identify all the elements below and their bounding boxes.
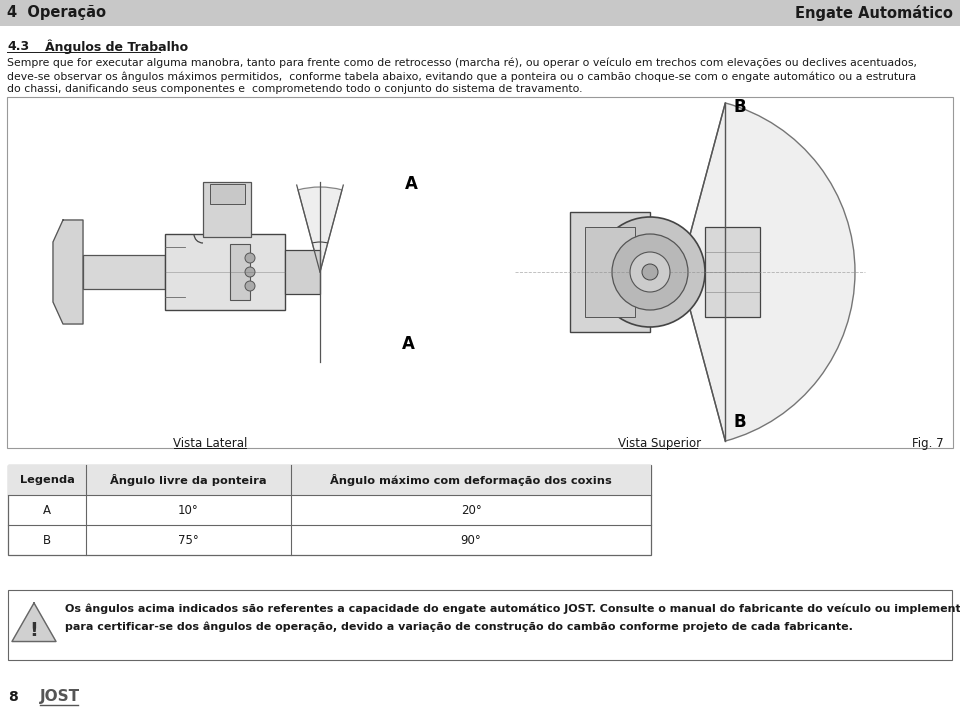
- Text: 10°: 10°: [179, 503, 199, 516]
- Text: JOST: JOST: [40, 689, 80, 704]
- Polygon shape: [53, 220, 83, 324]
- Text: Ângulo máximo com deformação dos coxins: Ângulo máximo com deformação dos coxins: [330, 474, 612, 486]
- Bar: [570, 212, 650, 332]
- Bar: [585, 227, 635, 317]
- Text: 75°: 75°: [179, 533, 199, 546]
- Text: do chassi, danificando seus componentes e  comprometendo todo o conjunto do sist: do chassi, danificando seus componentes …: [7, 84, 583, 94]
- Text: A: A: [402, 335, 415, 353]
- Text: Sempre que for executar alguma manobra, tanto para frente como de retrocesso (ma: Sempre que for executar alguma manobra, …: [7, 58, 917, 68]
- Circle shape: [612, 234, 688, 310]
- FancyBboxPatch shape: [7, 97, 953, 448]
- Circle shape: [595, 217, 705, 327]
- Bar: [8, 590, 952, 660]
- Wedge shape: [298, 187, 342, 272]
- Bar: [8, 465, 651, 495]
- Text: Vista Superior: Vista Superior: [618, 437, 702, 450]
- Text: B: B: [733, 98, 746, 116]
- Circle shape: [245, 253, 255, 263]
- Text: deve-se observar os ângulos máximos permitidos,  conforme tabela abaixo, evitand: deve-se observar os ângulos máximos perm…: [7, 71, 916, 81]
- Circle shape: [245, 281, 255, 291]
- Circle shape: [245, 267, 255, 277]
- Text: Legenda: Legenda: [19, 475, 75, 485]
- Bar: [285, 250, 320, 294]
- Text: 4  Operação: 4 Operação: [7, 6, 106, 21]
- Circle shape: [642, 264, 658, 280]
- Bar: [83, 255, 165, 289]
- Text: A: A: [405, 175, 418, 193]
- Text: A: A: [43, 503, 51, 516]
- Text: B: B: [733, 413, 746, 431]
- Text: Fig. 7: Fig. 7: [912, 437, 944, 450]
- Text: Ângulos de Trabalho: Ângulos de Trabalho: [45, 40, 188, 54]
- Bar: [165, 234, 285, 310]
- FancyBboxPatch shape: [0, 0, 960, 26]
- Text: Vista Lateral: Vista Lateral: [173, 437, 247, 450]
- Text: Engate Automático: Engate Automático: [795, 5, 953, 21]
- Text: para certificar-se dos ângulos de operação, devido a variação de construção do c: para certificar-se dos ângulos de operaç…: [65, 622, 852, 632]
- Bar: [210, 184, 245, 204]
- Bar: [230, 244, 250, 300]
- Circle shape: [630, 252, 670, 292]
- Wedge shape: [680, 103, 855, 441]
- Text: Os ângulos acima indicados são referentes a capacidade do engate automático JOST: Os ângulos acima indicados são referente…: [65, 604, 960, 615]
- Text: !: !: [30, 620, 38, 640]
- Bar: [8, 465, 651, 555]
- Text: B: B: [43, 533, 51, 546]
- Text: 8: 8: [8, 690, 17, 704]
- Polygon shape: [12, 603, 56, 642]
- Text: Ângulo livre da ponteira: Ângulo livre da ponteira: [110, 474, 267, 486]
- Text: 4.3: 4.3: [7, 40, 29, 53]
- Text: 20°: 20°: [461, 503, 481, 516]
- Bar: [705, 227, 760, 317]
- Bar: [203, 182, 251, 237]
- Text: 90°: 90°: [461, 533, 481, 546]
